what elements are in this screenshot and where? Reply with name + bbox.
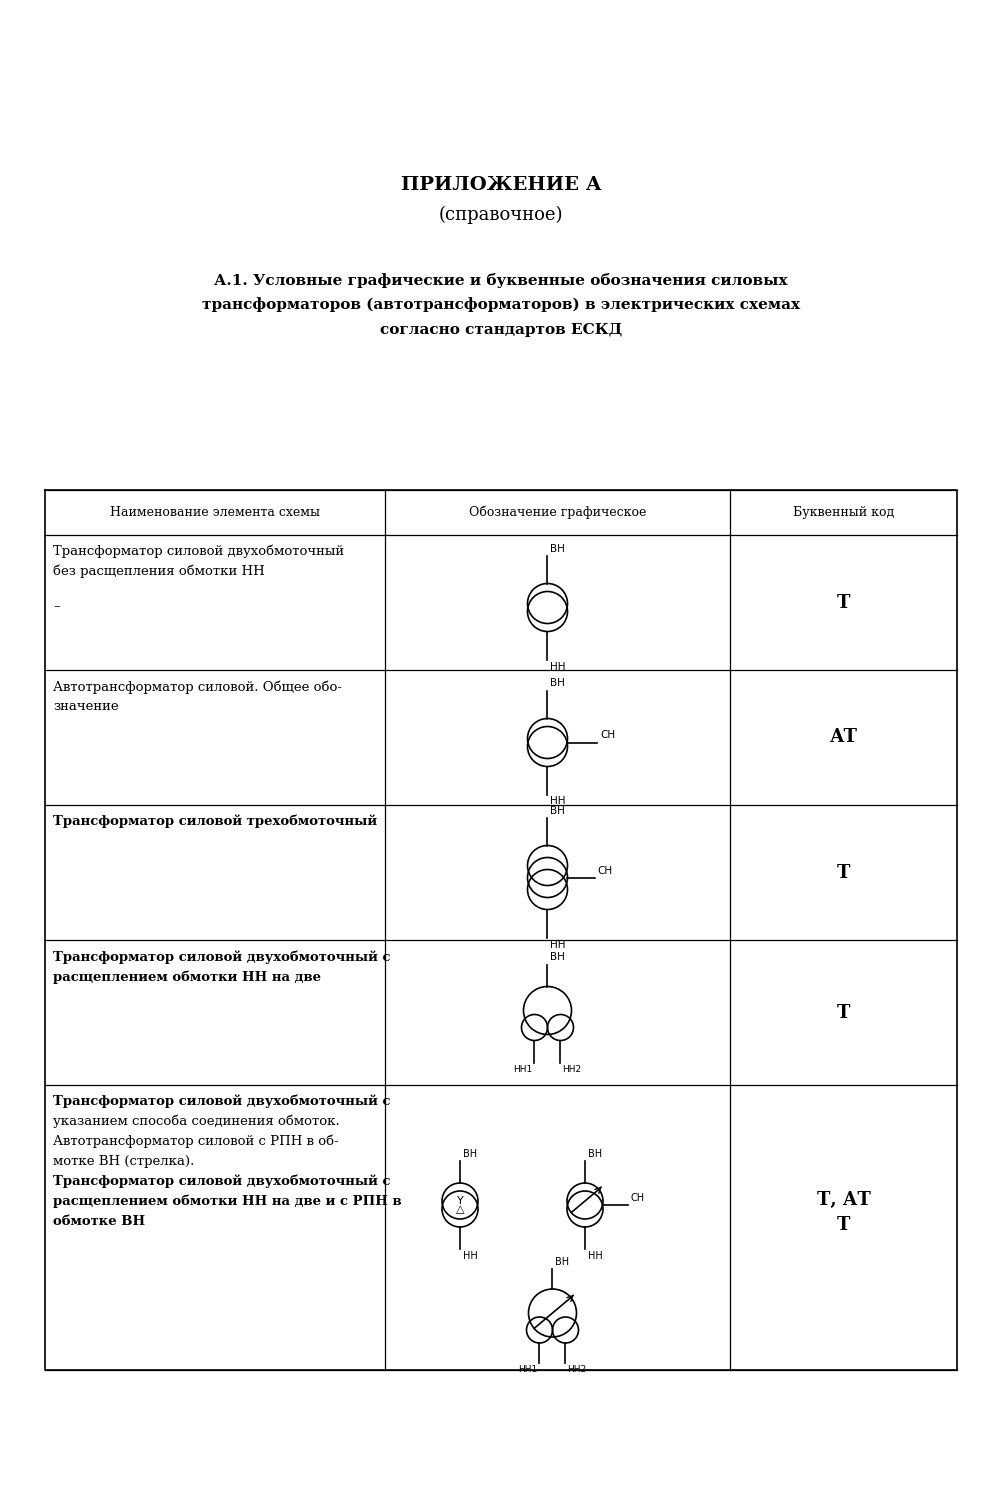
Text: ВН: ВН — [555, 1257, 569, 1268]
Text: трансформаторов (автотрансформаторов) в электрических схемах: трансформаторов (автотрансформаторов) в … — [202, 297, 800, 312]
Text: ВН: ВН — [550, 543, 565, 554]
Text: ВН: ВН — [550, 952, 565, 963]
Text: Трансформатор силовой двухобмоточный с: Трансформатор силовой двухобмоточный с — [53, 1095, 391, 1108]
Text: Т: Т — [837, 1004, 850, 1022]
Text: Трансформатор силовой двухобмоточный: Трансформатор силовой двухобмоточный — [53, 544, 344, 558]
Text: Трансформатор силовой двухобмоточный с: Трансформатор силовой двухобмоточный с — [53, 950, 391, 963]
Text: СН: СН — [631, 1192, 645, 1203]
Text: СН: СН — [597, 865, 612, 876]
Text: указанием способа соединения обмоток.: указанием способа соединения обмоток. — [53, 1114, 340, 1128]
Text: НН1: НН1 — [513, 1065, 532, 1074]
Text: без расщепления обмотки НН: без расщепления обмотки НН — [53, 566, 265, 579]
Text: ВН: ВН — [550, 678, 565, 688]
Text: АТ: АТ — [830, 729, 858, 747]
Text: Автотрансформатор силовой с РПН в об-: Автотрансформатор силовой с РПН в об- — [53, 1136, 339, 1149]
Text: Y: Y — [457, 1196, 463, 1206]
Text: Трансформатор силовой двухобмоточный с: Трансформатор силовой двухобмоточный с — [53, 1174, 391, 1188]
Text: ВН: ВН — [588, 1149, 602, 1160]
Text: НН2: НН2 — [562, 1065, 581, 1074]
Text: Т: Т — [837, 1216, 850, 1234]
Text: Буквенный код: Буквенный код — [793, 506, 894, 519]
Text: НН: НН — [550, 662, 566, 672]
Text: НН: НН — [463, 1251, 478, 1262]
Text: НН2: НН2 — [567, 1365, 586, 1374]
Text: –: – — [53, 600, 60, 613]
Text: ВН: ВН — [550, 806, 565, 816]
Text: Автотрансформатор силовой. Общее обо-: Автотрансформатор силовой. Общее обо- — [53, 680, 342, 693]
Text: СН: СН — [600, 730, 615, 741]
Text: (справочное): (справочное) — [439, 206, 563, 224]
Text: А.1. Условные графические и буквенные обозначения силовых: А.1. Условные графические и буквенные об… — [214, 273, 788, 288]
Text: значение: значение — [53, 700, 118, 712]
Text: Т: Т — [837, 594, 850, 612]
Text: согласно стандартов ЕСКД: согласно стандартов ЕСКД — [380, 322, 622, 338]
Text: Обозначение графическое: Обозначение графическое — [469, 506, 646, 519]
Text: НН: НН — [550, 796, 566, 807]
Text: Т, АТ: Т, АТ — [817, 1191, 871, 1209]
Text: мотке ВН (стрелка).: мотке ВН (стрелка). — [53, 1155, 194, 1168]
Text: △: △ — [456, 1204, 464, 1214]
Text: НН: НН — [588, 1251, 603, 1262]
Text: расщеплением обмотки НН на две и с РПН в: расщеплением обмотки НН на две и с РПН в — [53, 1196, 402, 1209]
Text: расщеплением обмотки НН на две: расщеплением обмотки НН на две — [53, 970, 321, 984]
Text: ПРИЛОЖЕНИЕ А: ПРИЛОЖЕНИЕ А — [401, 176, 601, 194]
Text: Трансформатор силовой трехобмоточный: Трансформатор силовой трехобмоточный — [53, 815, 377, 828]
Text: ВН: ВН — [463, 1149, 477, 1160]
Text: НН1: НН1 — [518, 1365, 537, 1374]
Text: Т: Т — [837, 864, 850, 882]
Text: НН: НН — [550, 939, 566, 950]
Text: Наименование элемента схемы: Наименование элемента схемы — [110, 506, 320, 519]
Text: обмотке ВН: обмотке ВН — [53, 1215, 145, 1228]
